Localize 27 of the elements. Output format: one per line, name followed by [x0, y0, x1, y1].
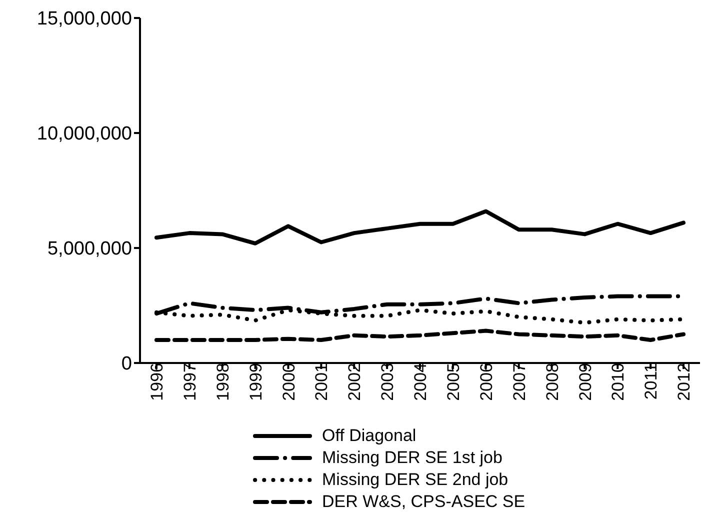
x-tick-label: 2006 — [476, 363, 496, 401]
y-tick-label: 5,000,000 — [47, 238, 132, 260]
x-tick-label: 2008 — [542, 363, 562, 401]
x-tick-label: 1997 — [180, 363, 200, 401]
x-tick-label: 2005 — [444, 363, 464, 401]
legend-label: Off Diagonal — [322, 426, 416, 446]
x-tick-label: 1998 — [213, 363, 232, 401]
y-tick-label: 10,000,000 — [36, 124, 132, 145]
line-series — [154, 209, 686, 246]
y-tick-label: 15,000,000 — [36, 8, 132, 30]
line-series — [154, 328, 686, 342]
x-tick-label: 2003 — [378, 363, 398, 401]
x-tick-label: 2012 — [674, 363, 694, 401]
x-tick-label: 2002 — [345, 363, 364, 401]
x-tick-label: 2000 — [279, 363, 298, 401]
legend-label: Missing DER SE 1st job — [322, 448, 502, 468]
x-tick-label: 2009 — [576, 363, 595, 401]
x-tick-label: 1999 — [246, 363, 266, 401]
legend-label: DER W&S, CPS-ASEC SE — [322, 492, 526, 512]
y-tick-label: 0 — [121, 354, 132, 375]
x-tick-label: 2007 — [510, 363, 529, 401]
legend-label: Missing DER SE 2nd job — [322, 470, 508, 490]
x-tick-label: 2011 — [642, 363, 661, 400]
x-tick-label: 1996 — [148, 363, 167, 401]
x-tick-label: 2004 — [411, 363, 430, 401]
x-tick-label: 2010 — [608, 363, 628, 401]
x-tick-label: 2001 — [312, 363, 332, 401]
